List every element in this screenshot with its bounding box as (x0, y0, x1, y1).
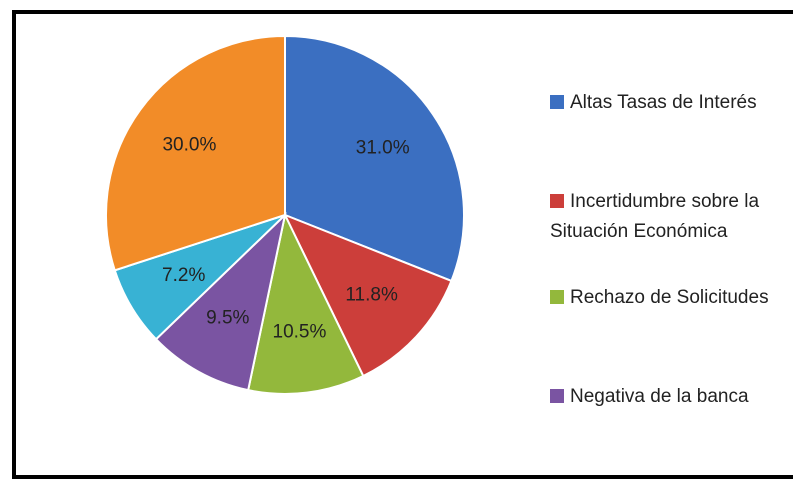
legend-label: Incertidumbre sobre la Situación Económi… (550, 191, 760, 242)
legend-swatch (550, 290, 564, 304)
data-label: 11.8% (345, 284, 398, 305)
legend-swatch (550, 194, 564, 208)
legend-entry: Rechazo de Solicitudes (550, 283, 793, 313)
data-label: 31.0% (356, 138, 410, 159)
legend-label: Negativa de la banca (570, 386, 749, 407)
legend-label: Rechazo de Solicitudes (570, 287, 769, 308)
data-label: 7.2% (162, 265, 205, 286)
legend-entry: Negativa de la banca (550, 382, 793, 412)
legend-entry: Incertidumbre sobre la Situación Económi… (550, 187, 793, 247)
pie-slice (246, 211, 365, 395)
pie-slice (105, 34, 286, 272)
legend-entry: Altas Tasas de Interés (550, 88, 793, 118)
pie-slice (284, 34, 465, 283)
legend-swatch (550, 389, 564, 403)
data-label: 9.5% (206, 307, 249, 328)
pie-slice (282, 213, 453, 378)
pie-slice (154, 212, 287, 392)
legend-label: Altas Tasas de Interés (570, 92, 757, 113)
data-label: 30.0% (162, 135, 216, 156)
data-label: 10.5% (273, 321, 327, 342)
legend-swatch (550, 95, 564, 109)
